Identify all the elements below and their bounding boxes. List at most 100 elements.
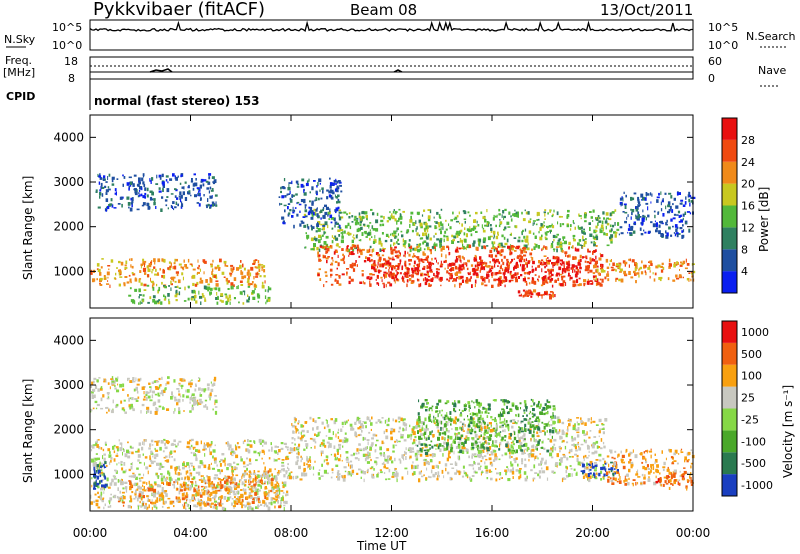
heatmap-cell — [641, 260, 643, 264]
heatmap-cell — [147, 301, 150, 304]
heatmap-cell — [288, 183, 290, 188]
heatmap-cell — [232, 473, 234, 477]
heatmap-cell — [503, 236, 506, 240]
heatmap-cell — [343, 440, 347, 443]
colorbar-tick-label: 20 — [741, 178, 755, 191]
heatmap-cell — [117, 479, 120, 483]
heatmap-cell — [457, 267, 460, 270]
heatmap-cell — [577, 423, 580, 426]
heatmap-cell — [497, 246, 499, 248]
heatmap-cell — [147, 395, 151, 399]
heatmap-cell — [518, 426, 520, 429]
heatmap-cell — [111, 178, 114, 183]
heatmap-cell — [496, 214, 498, 218]
heatmap-cell — [333, 237, 337, 240]
heatmap-cell — [342, 253, 344, 256]
heatmap-cell — [280, 468, 283, 471]
heatmap-cell — [326, 196, 329, 200]
heatmap-cell — [501, 258, 503, 262]
heatmap-cell — [540, 223, 543, 227]
heatmap-cell — [313, 180, 316, 182]
heatmap-cell — [533, 289, 537, 293]
heatmap-cell — [486, 265, 489, 268]
heatmap-cell — [462, 210, 466, 213]
heatmap-cell — [390, 215, 393, 219]
heatmap-cell — [207, 287, 210, 292]
heatmap-cell — [654, 214, 656, 219]
heatmap-cell — [411, 450, 415, 453]
heatmap-cell — [523, 452, 526, 454]
heatmap-cell — [129, 406, 131, 410]
heatmap-cell — [117, 376, 119, 379]
heatmap-cell — [610, 234, 614, 238]
heatmap-cell — [469, 418, 472, 423]
heatmap-cell — [593, 264, 595, 269]
heatmap-cell — [678, 215, 681, 218]
heatmap-cell — [593, 259, 596, 262]
heatmap-cell — [624, 211, 628, 214]
heatmap-cell — [143, 283, 147, 287]
heatmap-cell — [552, 291, 554, 295]
heatmap-cell — [195, 493, 197, 497]
heatmap-cell — [348, 280, 351, 285]
heatmap-cell — [530, 290, 532, 294]
heatmap-cell — [531, 448, 535, 452]
heatmap-cell — [685, 196, 687, 200]
heatmap-cell — [164, 442, 166, 446]
heatmap-cell — [212, 505, 216, 509]
heatmap-cell — [661, 262, 664, 265]
heatmap-cell — [578, 227, 581, 230]
heatmap-cell — [315, 230, 318, 233]
heatmap-cell — [191, 404, 194, 407]
heatmap-cell — [193, 452, 196, 455]
heatmap-cell — [583, 457, 585, 462]
heatmap-cell — [199, 295, 203, 299]
heatmap-cell — [450, 267, 452, 272]
heatmap-cell — [160, 475, 163, 479]
heatmap-cell — [407, 268, 410, 271]
heatmap-cell — [343, 261, 346, 264]
heatmap-cell — [614, 234, 617, 238]
heatmap-cell — [339, 473, 341, 476]
heatmap-cell — [559, 447, 562, 450]
heatmap-cell — [447, 263, 449, 267]
heatmap-cell — [619, 271, 622, 273]
nave-tick-bottom: 0 — [708, 72, 715, 85]
heatmap-cell — [217, 469, 221, 472]
heatmap-cell — [563, 263, 565, 267]
heatmap-cell — [476, 274, 479, 279]
heatmap-cell — [573, 283, 577, 287]
heatmap-cell — [248, 477, 251, 481]
heatmap-cell — [370, 444, 373, 448]
heatmap-cell — [534, 472, 538, 474]
heatmap-cell — [210, 484, 214, 488]
heatmap-cell — [95, 502, 99, 507]
heatmap-cell — [237, 485, 240, 489]
heatmap-cell — [181, 174, 183, 177]
heatmap-cell — [191, 393, 195, 397]
heatmap-cell — [133, 497, 136, 500]
heatmap-cell — [294, 438, 296, 441]
heatmap-cell — [180, 194, 183, 199]
heatmap-cell — [536, 431, 539, 435]
heatmap-cell — [664, 192, 667, 195]
heatmap-cell — [401, 434, 404, 437]
heatmap-cell — [338, 446, 341, 450]
heatmap-cell — [357, 250, 359, 254]
heatmap-cell — [585, 475, 589, 478]
heatmap-cell — [543, 211, 546, 214]
heatmap-cell — [264, 486, 267, 488]
heatmap-cell — [170, 277, 172, 279]
heatmap-cell — [491, 241, 494, 245]
heatmap-cell — [438, 277, 440, 281]
heatmap-cell — [429, 453, 432, 457]
heatmap-cell — [251, 481, 254, 483]
heatmap-cell — [154, 300, 158, 305]
heatmap-cell — [263, 493, 267, 497]
heatmap-cell — [326, 472, 329, 475]
heatmap-cell — [305, 246, 307, 249]
heatmap-cell — [396, 476, 398, 480]
heatmap-cell — [310, 248, 314, 251]
heatmap-cell — [556, 262, 559, 266]
heatmap-cell — [597, 222, 599, 226]
